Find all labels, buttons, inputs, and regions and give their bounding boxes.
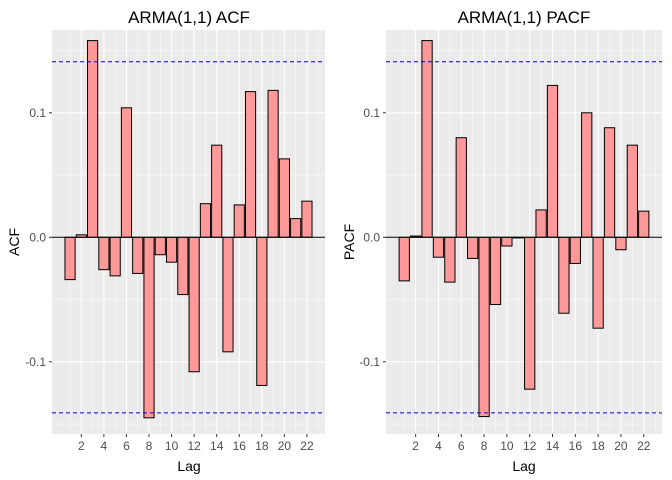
pacf-title: ARMA(1,1) PACF — [458, 8, 591, 27]
acf-x-tick-label: 10 — [165, 439, 179, 453]
acf-bar-lag-13 — [199, 203, 211, 238]
acf-bar-lag-9 — [154, 236, 166, 256]
pacf-y-tick-label: 0.1 — [363, 106, 380, 120]
acf-x-tick-label: 12 — [187, 439, 201, 453]
acf-bar-lag-17 — [244, 91, 257, 238]
acf-bar-lag-22 — [301, 200, 313, 238]
pacf-bar-lag-18 — [592, 236, 604, 329]
acf-x-tick-label: 6 — [123, 439, 130, 453]
acf-x-tick-label: 22 — [300, 439, 314, 453]
pacf-x-tick-label: 2 — [412, 439, 419, 453]
pacf-x-tick-label: 22 — [637, 439, 651, 453]
pacf-x-tick-label: 18 — [591, 439, 605, 453]
pacf-x-tick-label: 4 — [435, 439, 442, 453]
pacf-bar-lag-8 — [478, 236, 490, 418]
pacf-bar-lag-6 — [455, 137, 467, 238]
acf-x-axis-title: Lag — [177, 458, 200, 474]
acf-bar-lag-5 — [109, 236, 121, 277]
acf-reference-lines — [52, 61, 325, 414]
acf-y-tick-label: -0.1 — [25, 355, 46, 369]
acf-bar-lag-1 — [64, 236, 76, 281]
acf-bar-lag-7 — [132, 236, 144, 274]
pacf-bar-lag-3 — [421, 40, 433, 238]
pacf-y-axis-title: PACF — [341, 224, 357, 260]
pacf-bar-lag-17 — [581, 112, 593, 238]
pacf-x-tick-label: 6 — [458, 439, 465, 453]
pacf-bar-lag-21 — [626, 144, 638, 238]
pacf-bar-lag-13 — [535, 209, 547, 238]
acf-bar-lag-21 — [290, 218, 302, 238]
pacf-bar-lag-4 — [432, 236, 445, 258]
acf-panel: ARMA(1,1) ACF -0.10.00.1 2 4 6 8 10 12 14 16 18 2… — [6, 8, 325, 474]
pacf-bar-lag-9 — [489, 236, 502, 306]
pacf-x-tick-label: 16 — [569, 439, 583, 453]
acf-x-tick-label: 8 — [146, 439, 153, 453]
acf-x-tick-label: 4 — [101, 439, 108, 453]
acf-x-tick-label: 20 — [278, 439, 292, 453]
acf-bar-lag-11 — [177, 236, 189, 296]
pacf-bar-lag-19 — [603, 127, 616, 238]
pacf-x-tick-label: 14 — [546, 439, 560, 453]
acf-x-tick-label: 16 — [233, 439, 247, 453]
pacf-bar-lag-7 — [467, 236, 479, 259]
acf-x-tick-label: 14 — [210, 439, 224, 453]
pacf-y-tick-label: 0.0 — [363, 230, 380, 244]
acf-bar-lag-10 — [166, 236, 178, 263]
pacf-x-tick-label: 8 — [481, 439, 488, 453]
pacf-reference-lines — [386, 61, 662, 414]
pacf-bar-lag-16 — [569, 236, 581, 264]
pacf-bar-lag-14 — [546, 84, 559, 238]
pacf-bar-lag-5 — [444, 236, 456, 283]
acf-y-tick-label: 0.0 — [29, 230, 46, 244]
acf-bar-lag-4 — [98, 236, 110, 271]
acf-bar-lag-18 — [256, 236, 268, 386]
acf-bar-lag-14 — [211, 144, 223, 238]
pacf-bar-lag-15 — [558, 236, 570, 314]
acf-bar-lag-6 — [120, 107, 133, 238]
pacf-x-tick-label: 20 — [614, 439, 628, 453]
acf-bar-lag-3 — [87, 40, 99, 238]
acf-title: ARMA(1,1) ACF — [128, 8, 250, 27]
pacf-bar-lag-22 — [638, 210, 650, 238]
pacf-y-axis: -0.1 0.0 0.1 — [359, 106, 386, 369]
acf-x-tick-label: 18 — [255, 439, 269, 453]
pacf-bar-lag-20 — [615, 236, 627, 251]
acf-y-tick-label: 0.1 — [29, 106, 46, 120]
pacf-bar-lag-12 — [524, 236, 536, 390]
pacf-y-tick-label: -0.1 — [359, 355, 380, 369]
pacf-panel: ARMA(1,1) PACF -0.1 0.0 0.1 2 4 6 8 10 12 14 16 18… — [341, 8, 662, 474]
acf-bar-lag-15 — [222, 236, 234, 353]
pacf-x-axis-title: Lag — [512, 458, 535, 474]
acf-x-axis: 2 4 6 8 10 12 14 16 18 20 22 — [78, 434, 314, 453]
acf-bar-lag-12 — [188, 236, 200, 373]
acf-bar-lag-16 — [233, 204, 245, 238]
acf-y-axis-title: ACF — [6, 228, 22, 256]
pacf-x-tick-label: 10 — [500, 439, 514, 453]
acf-bar-lag-20 — [278, 158, 290, 238]
pacf-x-axis: 2 4 6 8 10 12 14 16 18 20 22 — [412, 434, 651, 453]
pacf-x-tick-label: 12 — [523, 439, 537, 453]
acf-y-axis: -0.1 0.0 0.1 — [25, 106, 52, 369]
pacf-bar-lag-1 — [398, 236, 410, 282]
pacf-bar-lag-10 — [501, 236, 513, 247]
acf-bar-lag-19 — [267, 89, 279, 238]
acf-x-tick-label: 2 — [78, 439, 85, 453]
acf-bar-lag-8 — [143, 236, 155, 419]
